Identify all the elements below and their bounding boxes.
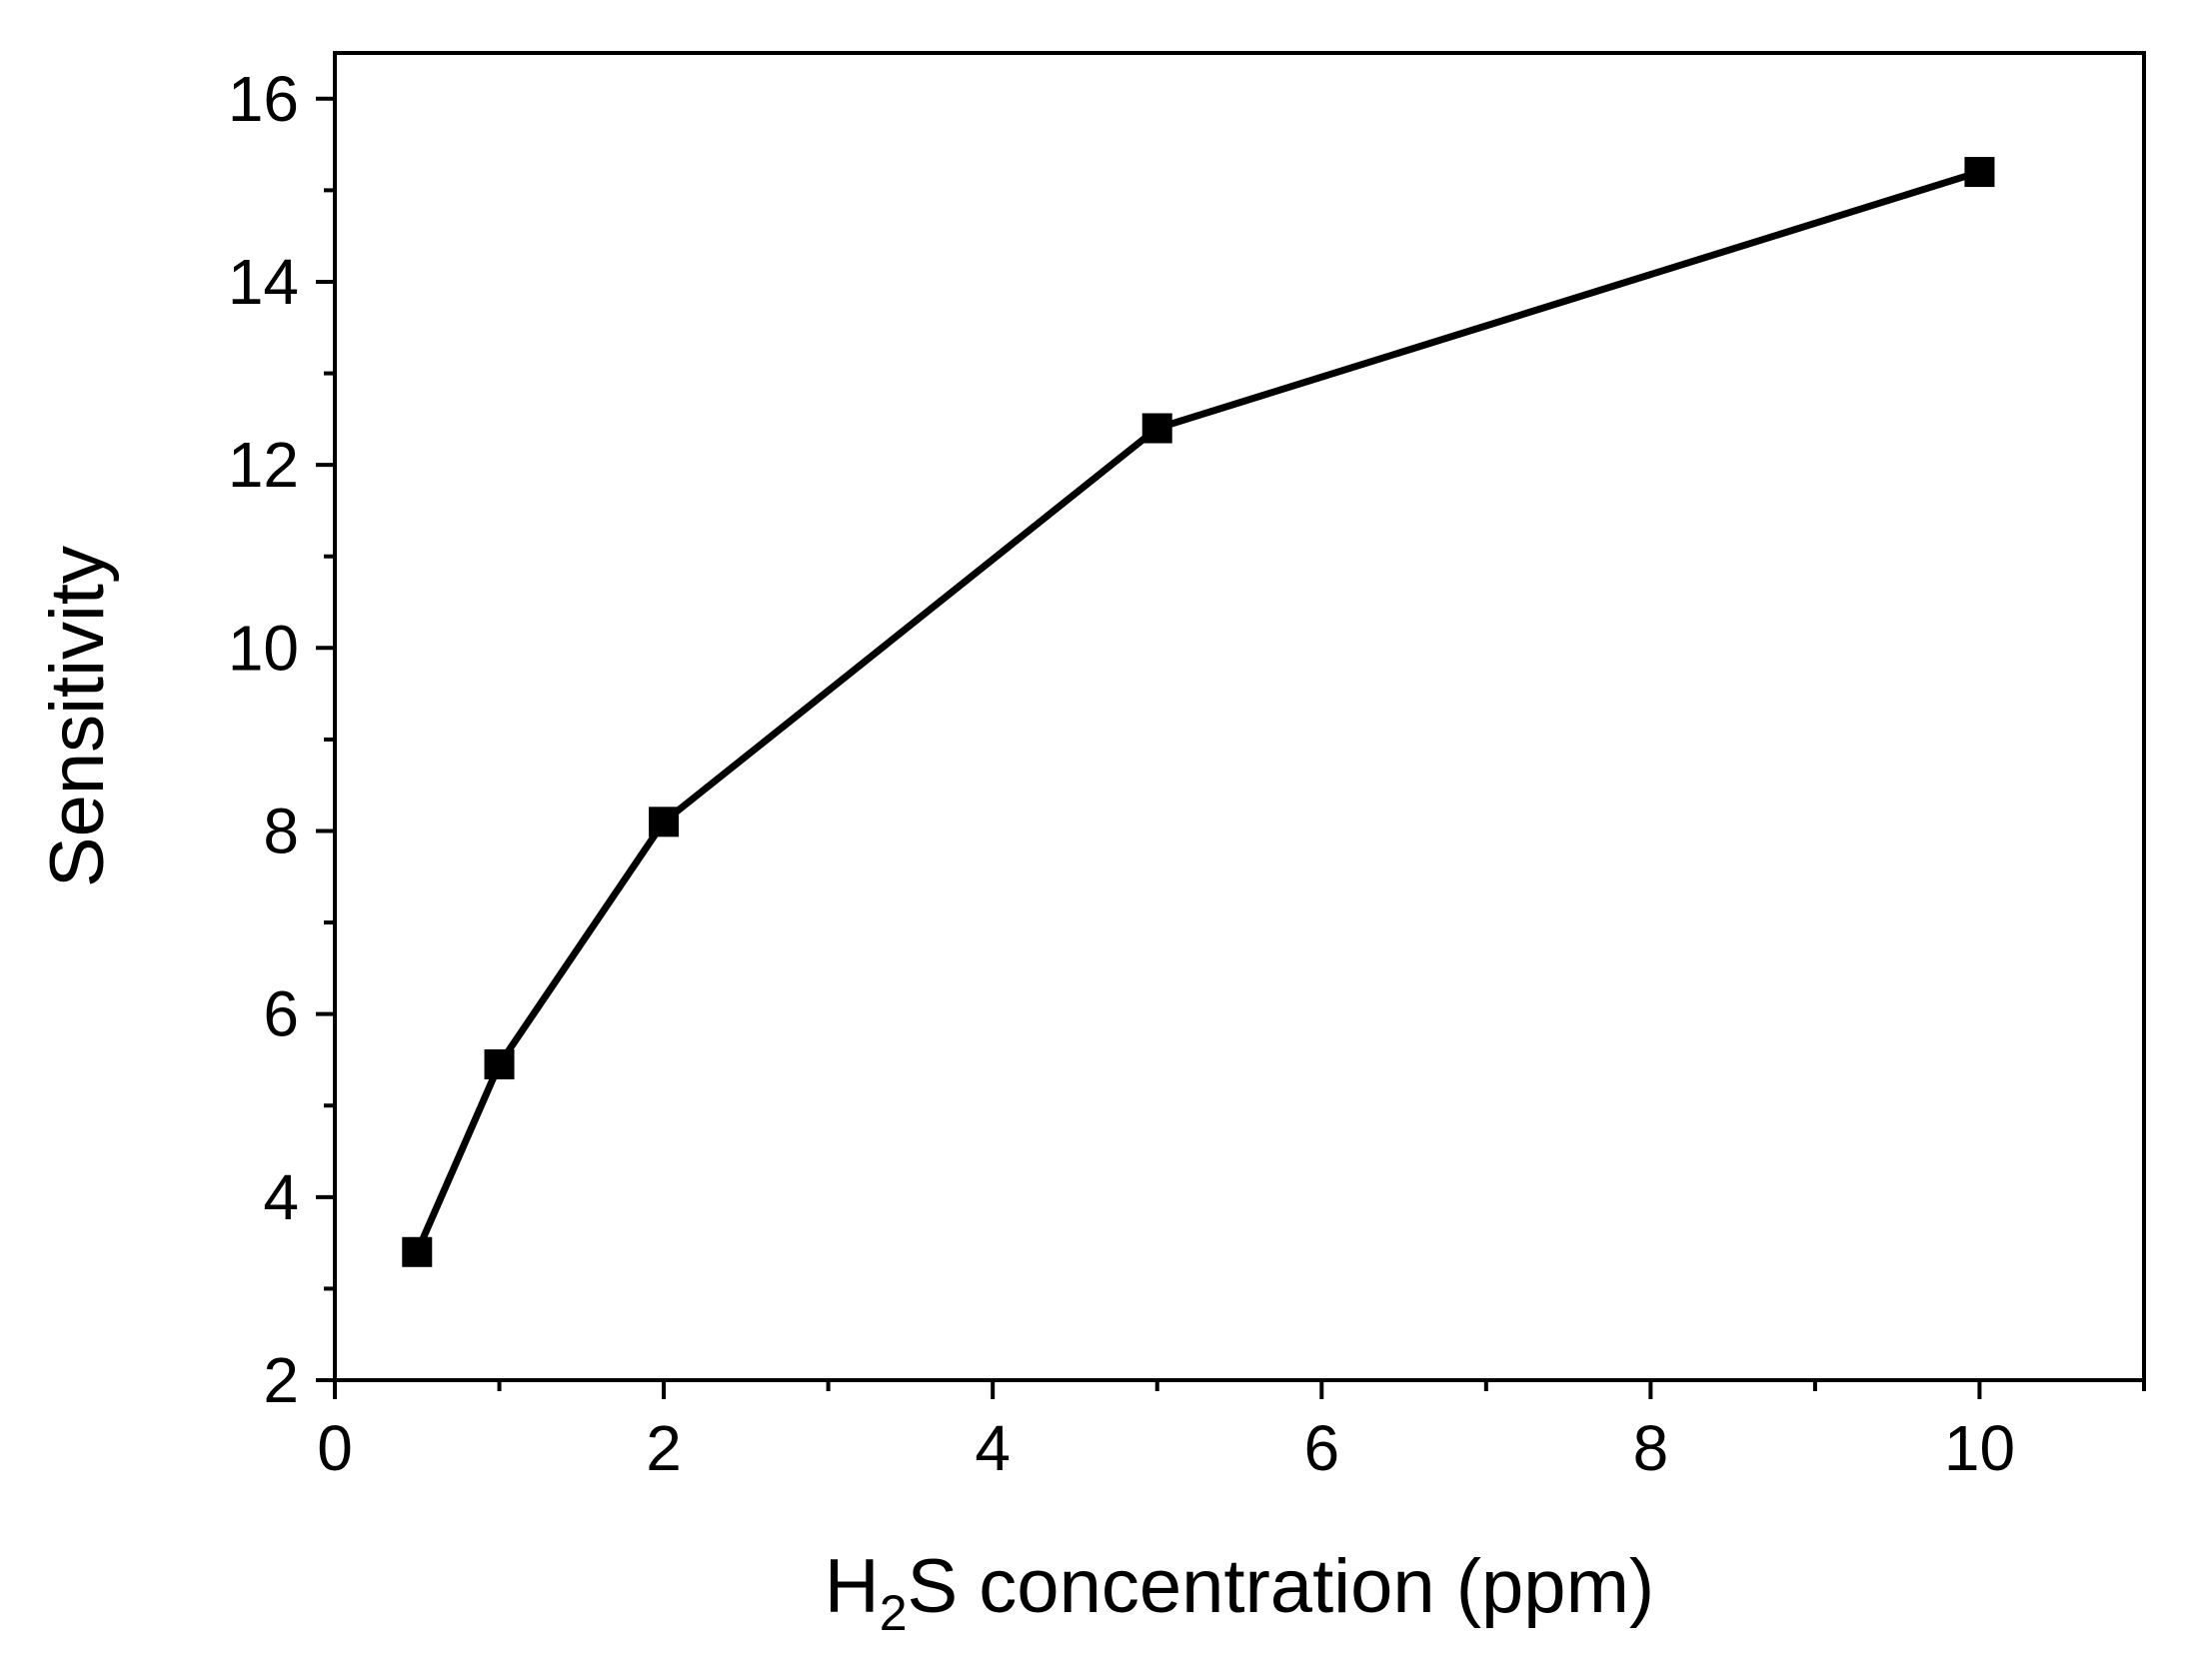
y-tick-label-4: 10 — [228, 612, 299, 684]
x-tick-label-5: 10 — [1944, 1412, 2015, 1484]
x-tick-label-3: 6 — [1303, 1412, 1339, 1484]
y-tick-label-6: 14 — [228, 246, 299, 318]
y-tick-label-7: 16 — [228, 63, 299, 135]
y-axis-title: Sensitivity — [35, 546, 120, 887]
y-tick-label-2: 6 — [263, 978, 299, 1050]
x-axis-title-part-2: S concentration (ppm) — [908, 1544, 1655, 1629]
x-tick-label-2: 4 — [975, 1412, 1011, 1484]
y-tick-label-3: 8 — [263, 795, 299, 866]
y-tick-label-5: 12 — [228, 429, 299, 501]
series-line-0 — [414, 168, 1981, 1254]
data-point-2 — [649, 807, 680, 838]
data-series — [402, 157, 1995, 1267]
data-point-0 — [402, 1236, 433, 1267]
y-tick-label-1: 4 — [263, 1161, 299, 1233]
data-point-1 — [484, 1049, 515, 1080]
x-tick-label-0: 0 — [317, 1412, 353, 1484]
x-tick-label-1: 2 — [646, 1412, 682, 1484]
axis-ticks — [316, 96, 2146, 1399]
data-point-3 — [1141, 413, 1172, 444]
x-axis-title: H2S concentration (ppm) — [825, 1544, 1654, 1641]
plot-frame — [333, 51, 2146, 1382]
data-point-4 — [1964, 157, 1995, 188]
x-axis-title-part-1: H — [825, 1544, 880, 1629]
x-tick-label-4: 8 — [1633, 1412, 1669, 1484]
y-tick-label-0: 2 — [263, 1344, 299, 1416]
x-axis-title-subscript: 2 — [880, 1585, 908, 1641]
